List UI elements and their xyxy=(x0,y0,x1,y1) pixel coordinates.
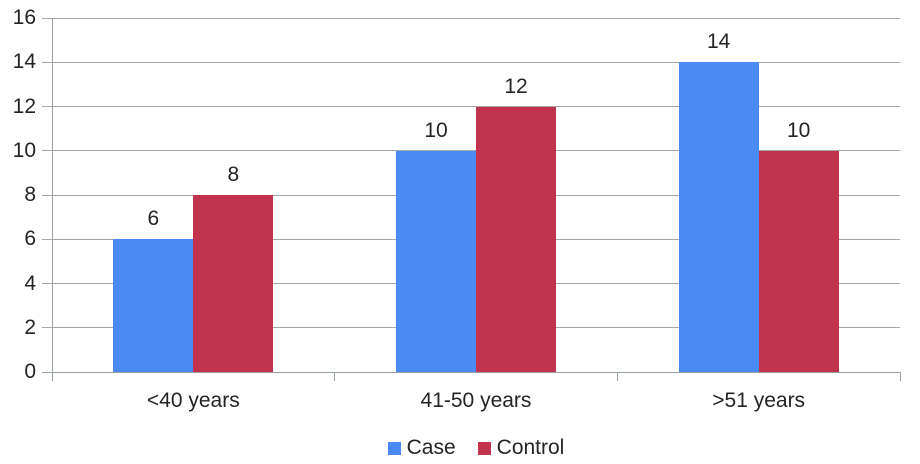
x-tick xyxy=(616,372,618,381)
y-tick-label: 4 xyxy=(24,271,36,295)
y-axis-line xyxy=(52,18,53,381)
bar-control-1 xyxy=(476,106,556,372)
y-tick-label: 0 xyxy=(24,360,36,383)
legend-label: Control xyxy=(496,436,565,459)
y-tick-label: 2 xyxy=(24,315,36,339)
legend-swatch-case xyxy=(387,441,401,455)
y-tick-label: 14 xyxy=(12,50,36,74)
gridline xyxy=(42,17,900,19)
category-label-0: <40 years xyxy=(146,389,240,412)
legend-item-case: Case xyxy=(387,436,456,460)
x-tick xyxy=(334,372,336,381)
bar-value-label: 10 xyxy=(786,118,811,142)
y-tick-label: 10 xyxy=(12,138,36,162)
legend-item-control: Control xyxy=(477,436,565,460)
x-tick xyxy=(899,372,901,381)
bar-control-0 xyxy=(193,195,274,372)
bar-case-0 xyxy=(113,239,194,372)
bar-case-2 xyxy=(678,62,759,372)
legend-swatch-control xyxy=(477,441,491,455)
bar-value-label: 14 xyxy=(706,30,731,54)
bar-case-1 xyxy=(396,150,476,372)
y-tick-label: 8 xyxy=(24,183,36,206)
legend-label: Case xyxy=(406,436,456,459)
y-tick-label: 12 xyxy=(12,94,36,118)
bar-value-label: 10 xyxy=(424,118,448,142)
bar-control-2 xyxy=(758,150,839,372)
chart-legend: Case Control xyxy=(52,436,900,460)
bar-value-label: 8 xyxy=(227,163,240,186)
bar-value-label: 12 xyxy=(504,74,528,98)
x-tick xyxy=(51,372,53,381)
gridline xyxy=(42,371,900,373)
gridline xyxy=(42,106,900,107)
y-tick-label: 16 xyxy=(12,6,36,29)
bar-value-label: 6 xyxy=(147,207,160,231)
category-label-2: >51 years xyxy=(712,389,806,412)
y-tick-label: 6 xyxy=(24,227,36,251)
gridline xyxy=(42,61,900,63)
category-label-1: 41-50 years xyxy=(420,389,532,412)
